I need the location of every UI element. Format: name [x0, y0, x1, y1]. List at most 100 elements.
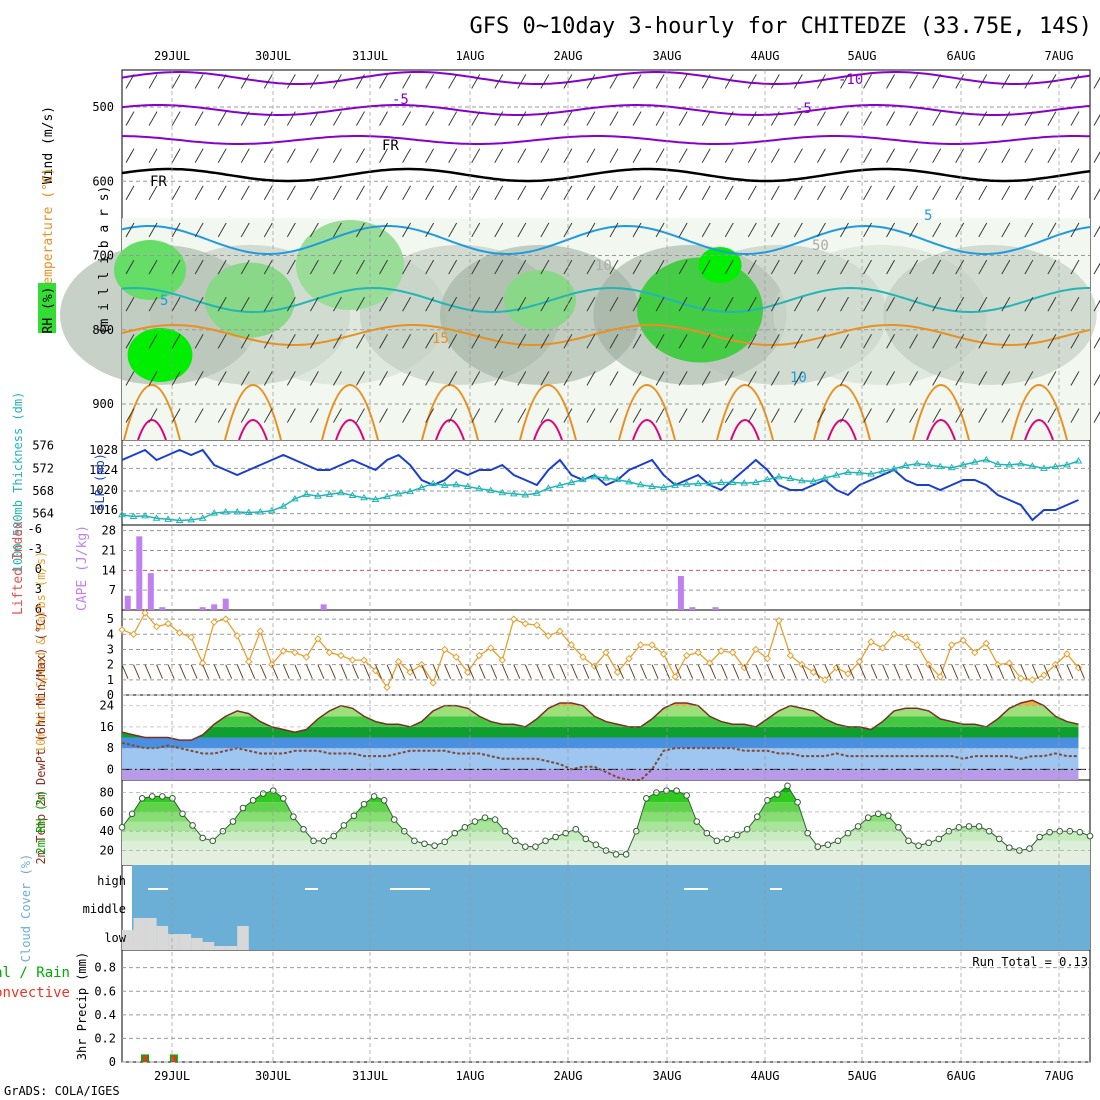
wind-barb	[328, 664, 336, 679]
thickness-marker	[1074, 456, 1083, 464]
upper-barb	[840, 111, 849, 126]
wind-barb	[225, 664, 233, 679]
wind-marker	[1017, 674, 1025, 683]
rh-marker	[1036, 833, 1043, 841]
rh-marker	[148, 793, 156, 800]
arch-orange-4	[519, 384, 577, 441]
wind-marker	[498, 656, 506, 664]
upper-barb	[1024, 148, 1034, 163]
upper-barb	[471, 259, 481, 275]
upper-barb	[678, 148, 688, 163]
contour-minus5b	[121, 135, 1091, 145]
rh-marker	[491, 816, 499, 823]
thickness-marker	[314, 492, 322, 499]
rh-marker	[481, 814, 489, 821]
upper-barb	[540, 185, 550, 201]
rh-marker	[189, 822, 196, 829]
thickness-marker	[302, 490, 311, 497]
rh-marker	[542, 837, 549, 845]
upper-barb	[448, 185, 458, 201]
upper-barb	[816, 371, 826, 386]
wind-barb	[893, 664, 901, 679]
wind-marker	[613, 668, 622, 676]
upper-barb	[286, 148, 296, 163]
thickness-marker	[809, 477, 818, 484]
upper-barb	[586, 259, 596, 275]
rh-marker	[975, 823, 983, 830]
contour-15	[121, 323, 1091, 346]
cape-ytick: 7	[109, 583, 116, 597]
upper-barb	[1001, 408, 1011, 423]
upper-barb	[263, 371, 273, 386]
wind-marker	[1040, 671, 1048, 679]
upper-barb	[494, 296, 504, 312]
thickness-marker	[463, 482, 472, 489]
thickness-marker	[844, 468, 852, 475]
upper-barb	[379, 148, 388, 163]
upper-barb	[701, 259, 711, 275]
upper-barb	[609, 371, 619, 386]
slp-line	[121, 448, 1079, 522]
upper-barb	[886, 185, 896, 201]
rh-marker	[310, 837, 317, 845]
upper-barb	[125, 222, 135, 238]
upper-barb	[978, 296, 988, 312]
wind-marker	[475, 651, 483, 660]
upper-barb	[909, 222, 919, 238]
contour-label-2: -5	[795, 101, 812, 117]
wind-marker	[878, 644, 887, 652]
wind-marker	[406, 668, 414, 676]
upper-barb	[148, 296, 158, 312]
wind-ytick: 0	[107, 688, 114, 702]
rh-marker	[421, 840, 428, 848]
cloud-low-bar	[179, 934, 192, 950]
upper-barb	[217, 111, 227, 126]
thickness-marker	[821, 473, 829, 481]
wind-marker	[694, 648, 702, 657]
wind-barb	[605, 664, 613, 679]
upper-barb	[125, 408, 135, 423]
upper-barb	[425, 74, 435, 89]
upper-barb	[194, 296, 204, 312]
upper-barb	[332, 259, 342, 275]
upper-barb	[955, 296, 965, 312]
wind-barb	[536, 664, 544, 679]
temp-line	[121, 699, 1079, 741]
upper-barb	[863, 334, 872, 349]
upper-barb	[724, 222, 734, 238]
upper-barb	[425, 371, 435, 386]
upper-barb	[356, 296, 365, 312]
upper-barb	[932, 111, 942, 126]
cape-bar	[136, 536, 143, 610]
thickness-marker	[855, 468, 864, 476]
upper-barb	[263, 74, 273, 89]
wind-marker	[706, 659, 714, 667]
rh-shade-8	[883, 244, 1097, 385]
upper-barb	[194, 334, 204, 349]
upper-barb	[770, 334, 780, 349]
wind-barb	[570, 664, 578, 679]
wind-marker	[187, 633, 195, 642]
slp-ytick: 1016	[89, 503, 118, 517]
upper-barb	[632, 148, 642, 163]
cape-bar	[677, 576, 684, 610]
wind-ytick: 3	[107, 642, 114, 656]
upper-barb	[471, 185, 481, 201]
thickness-marker	[648, 482, 656, 489]
upper-barb	[1070, 296, 1080, 312]
upper-barb	[125, 334, 135, 349]
rh-marker	[128, 810, 136, 818]
upper-barb	[171, 259, 181, 275]
x-label-top-5: 3AUG	[653, 49, 682, 63]
rh-green-4	[504, 270, 576, 330]
contour-10	[121, 286, 1090, 314]
upper-barb	[309, 334, 319, 349]
upper-barb	[1001, 111, 1011, 126]
upper-barb	[402, 111, 412, 126]
wind-ytick: 1	[107, 673, 114, 687]
rh-marker	[723, 835, 731, 843]
thickness-marker	[959, 460, 968, 468]
wind-barb	[179, 664, 187, 679]
upper-barb	[148, 334, 158, 349]
upper-barb	[701, 185, 711, 201]
